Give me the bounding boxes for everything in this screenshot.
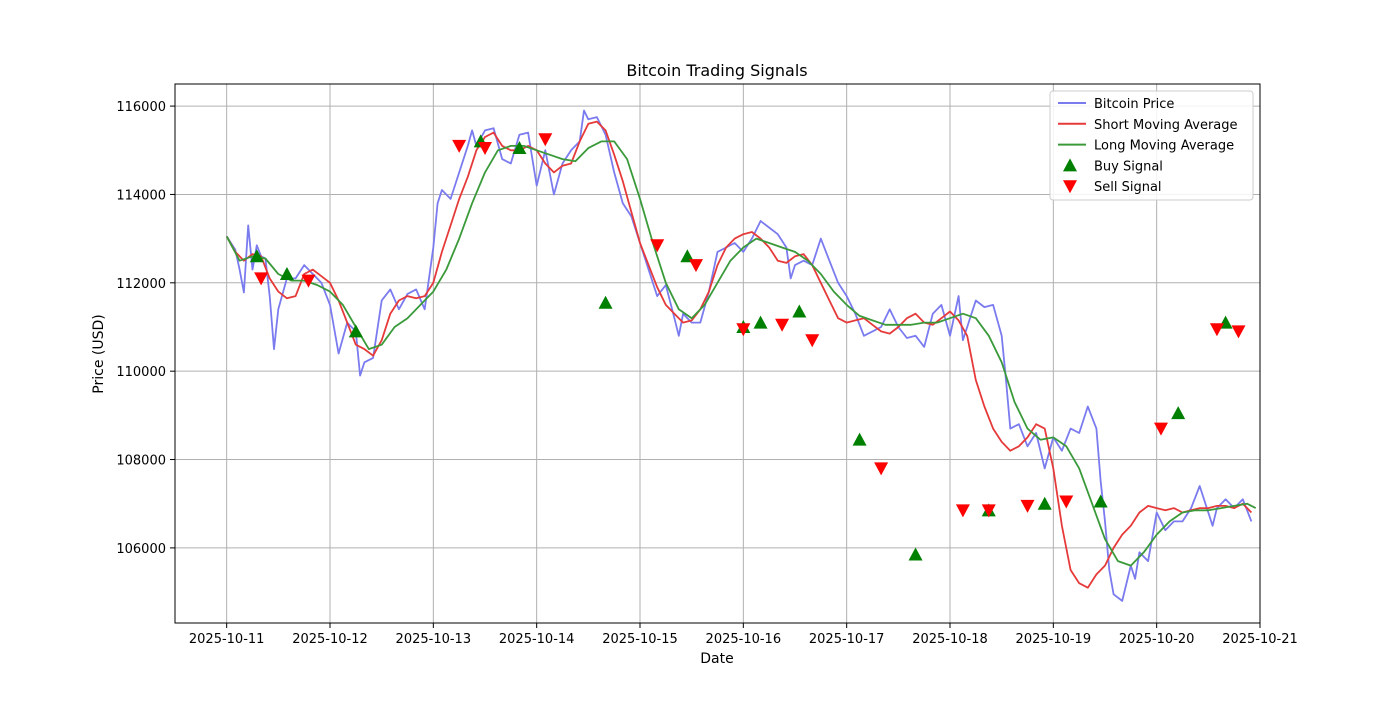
- short-moving-average-line: [225, 120, 1253, 589]
- sell-signal-marker: [254, 272, 269, 286]
- x-tick-label: 2025-10-13: [396, 632, 472, 647]
- y-tick-label: 110000: [116, 365, 166, 380]
- buy-signal-marker: [598, 295, 613, 309]
- legend-label: Buy Signal: [1094, 159, 1163, 174]
- sell-signal-marker: [452, 139, 467, 153]
- x-tick-label: 2025-10-15: [602, 632, 678, 647]
- y-axis: 106000 108000 110000 112000 114000 116000: [116, 100, 175, 557]
- y-tick-label: 108000: [116, 454, 166, 469]
- y-tick-label: 116000: [116, 100, 166, 115]
- sell-signal-marker: [1231, 325, 1246, 339]
- x-axis: 2025-10-11 2025-10-12 2025-10-13 2025-10-14…: [189, 623, 1298, 647]
- long-moving-average-line: [225, 140, 1257, 567]
- y-tick-label: 112000: [116, 277, 166, 292]
- sell-signal-marker: [805, 334, 820, 348]
- sell-signal-marker: [1153, 422, 1168, 436]
- x-tick-label: 2025-10-16: [706, 632, 782, 647]
- buy-signal-marker: [348, 324, 363, 338]
- sell-signal-marker: [1059, 495, 1074, 509]
- legend-label: Bitcoin Price: [1094, 97, 1174, 112]
- sell-signal-marker: [775, 318, 790, 332]
- buy-signal-marker: [792, 304, 807, 318]
- sell-signal-marker: [478, 142, 492, 156]
- legend: Bitcoin Price Short Moving Average Long Mo…: [1049, 90, 1254, 201]
- sell-signal-marker: [650, 239, 665, 253]
- sell-signal-marker: [955, 504, 970, 518]
- buy-signal-marker: [852, 432, 867, 446]
- plot-area: [225, 109, 1257, 602]
- sell-signal-marker: [874, 462, 889, 476]
- x-tick-label: 2025-10-17: [809, 632, 885, 647]
- buy-signal-marker: [753, 315, 768, 329]
- sell-signal-marker: [981, 504, 996, 518]
- sell-signal-marker: [688, 259, 703, 273]
- buy-signal-marker: [1093, 494, 1108, 508]
- x-tick-label: 2025-10-19: [1016, 632, 1092, 647]
- buy-signal-marker: [512, 141, 527, 155]
- sell-signal-marker: [736, 323, 751, 337]
- legend-swatch: [1063, 158, 1077, 172]
- legend-label: Sell Signal: [1094, 180, 1162, 195]
- sell-signal-marker: [1209, 323, 1224, 337]
- buy-signal-marker: [1171, 406, 1186, 420]
- legend-label: Short Moving Average: [1094, 118, 1238, 133]
- x-axis-label: Date: [700, 651, 733, 667]
- sell-signal-marker: [1020, 499, 1035, 513]
- x-tick-label: 2025-10-20: [1119, 632, 1195, 647]
- y-axis-label: Price (USD): [91, 314, 107, 393]
- plot-frame: [174, 83, 1261, 624]
- x-tick-label: 2025-10-12: [292, 632, 368, 647]
- legend-label: Long Moving Average: [1094, 139, 1234, 154]
- x-tick-label: 2025-10-18: [912, 632, 988, 647]
- y-tick-label: 114000: [116, 188, 166, 203]
- signal-markers: [249, 133, 1246, 561]
- legend-box: [1049, 90, 1254, 201]
- buy-signal-marker: [279, 266, 294, 280]
- legend-swatch: [1063, 180, 1077, 194]
- buy-signal-marker: [1037, 496, 1052, 510]
- y-tick-label: 106000: [116, 542, 166, 557]
- buy-signal-marker: [680, 249, 695, 263]
- buy-signal-marker: [249, 249, 264, 263]
- buy-signal-marker: [908, 547, 923, 561]
- x-tick-label: 2025-10-21: [1222, 632, 1298, 647]
- x-tick-label: 2025-10-14: [499, 632, 575, 647]
- x-tick-label: 2025-10-11: [189, 632, 265, 647]
- sell-signal-marker: [301, 274, 316, 288]
- sell-signal-marker: [538, 133, 553, 147]
- chart-title: Bitcoin Trading Signals: [626, 61, 807, 80]
- series-lines: [225, 109, 1257, 602]
